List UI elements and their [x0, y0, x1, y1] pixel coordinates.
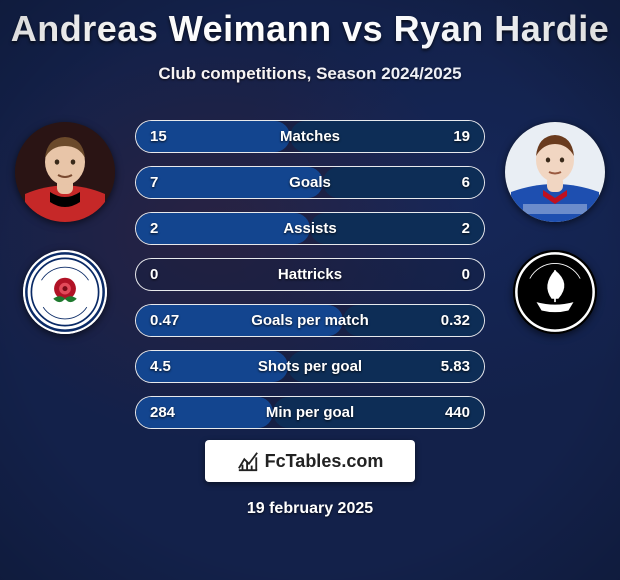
- stat-value-right: 2: [424, 220, 484, 237]
- stat-row: 7Goals6: [135, 166, 485, 199]
- brand-label: FcTables.com: [265, 451, 384, 472]
- stat-value-right: 440: [424, 404, 484, 421]
- stats-list: 15Matches19 7Goals6 2Assists2 0Hattricks0 0.…: [135, 110, 485, 429]
- stat-value-right: 0: [424, 266, 484, 283]
- left-column: [10, 110, 120, 334]
- stat-value-left: 284: [136, 404, 196, 421]
- page-title: Andreas Weimann vs Ryan Hardie: [0, 0, 620, 50]
- player-left-avatar: [15, 122, 115, 222]
- stat-value-left: 4.5: [136, 358, 196, 375]
- stat-row: 15Matches19: [135, 120, 485, 153]
- stat-value-right: 19: [424, 128, 484, 145]
- player-right-avatar: [505, 122, 605, 222]
- stat-label: Assists: [196, 220, 424, 237]
- right-column: [500, 110, 610, 334]
- club-right-crest: [513, 250, 597, 334]
- stat-row: 284Min per goal440: [135, 396, 485, 429]
- stat-row: 0.47Goals per match0.32: [135, 304, 485, 337]
- date-label: 19 february 2025: [0, 500, 620, 518]
- stat-value-right: 5.83: [424, 358, 484, 375]
- stat-row: 2Assists2: [135, 212, 485, 245]
- stat-row: 4.5Shots per goal5.83: [135, 350, 485, 383]
- comparison-main: 15Matches19 7Goals6 2Assists2 0Hattricks0 0.…: [0, 110, 620, 429]
- stat-value-left: 7: [136, 174, 196, 191]
- stat-label: Matches: [196, 128, 424, 145]
- stat-label: Goals: [196, 174, 424, 191]
- stat-label: Min per goal: [196, 404, 424, 421]
- club-left-crest: [23, 250, 107, 334]
- stat-value-left: 15: [136, 128, 196, 145]
- stat-label: Hattricks: [196, 266, 424, 283]
- stat-label: Goals per match: [196, 312, 424, 329]
- brand-chart-icon: [237, 450, 259, 472]
- brand-badge: FcTables.com: [205, 440, 415, 482]
- stat-value-left: 0: [136, 266, 196, 283]
- stat-row: 0Hattricks0: [135, 258, 485, 291]
- stat-value-right: 6: [424, 174, 484, 191]
- stat-label: Shots per goal: [196, 358, 424, 375]
- stat-value-right: 0.32: [424, 312, 484, 329]
- stat-value-left: 0.47: [136, 312, 196, 329]
- stat-value-left: 2: [136, 220, 196, 237]
- page-subtitle: Club competitions, Season 2024/2025: [0, 64, 620, 84]
